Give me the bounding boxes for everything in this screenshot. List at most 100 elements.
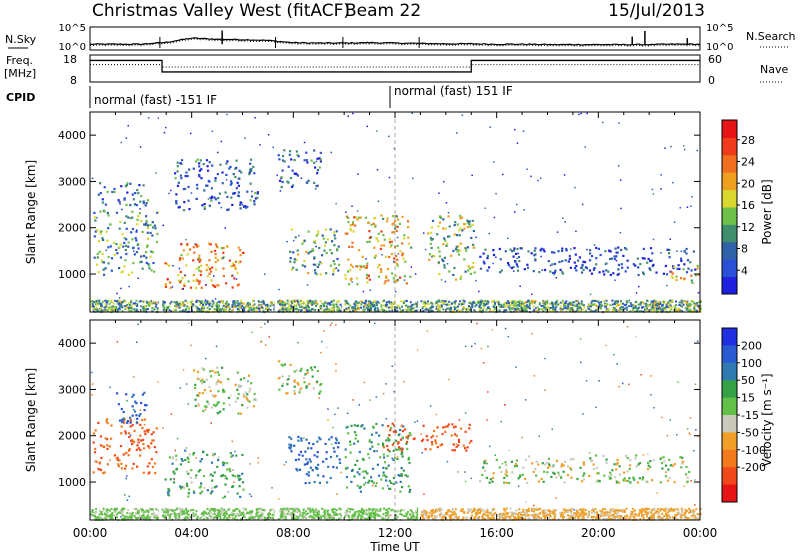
scatter-cell [93, 301, 96, 304]
scatter-cell [453, 224, 456, 227]
scatter-cell [345, 307, 348, 310]
scatter-cell [177, 516, 180, 519]
scatter-cell [233, 481, 235, 483]
scatter-cell [305, 181, 308, 184]
scatter-cell [473, 309, 476, 312]
scatter-cell [182, 309, 185, 312]
scatter-cell [604, 263, 607, 265]
scatter-cell [600, 303, 603, 306]
scatter-cell [248, 400, 251, 403]
scatter-cell [616, 462, 619, 465]
scatter-cell [147, 117, 150, 119]
scatter-cell [580, 310, 582, 313]
scatter-cell [554, 303, 557, 306]
scatter-cell [127, 454, 130, 457]
scatter-cell [455, 443, 457, 445]
scatter-cell [150, 442, 153, 445]
scatter-cell [280, 302, 283, 305]
scatter-cell [391, 231, 394, 234]
scatter-cell [195, 278, 198, 281]
scatter-cell [319, 151, 322, 154]
scatter-cell [235, 454, 238, 457]
scatter-cell [439, 221, 442, 224]
scatter-cell [336, 249, 339, 252]
scatter-cell [402, 237, 406, 240]
scatter-cell [385, 475, 388, 478]
scatter-cell [507, 262, 510, 265]
scatter-cell [242, 488, 245, 491]
scatter-cell [560, 463, 564, 466]
scatter-cell [526, 513, 529, 516]
scatter-cell [427, 232, 430, 235]
scatter-cell [475, 236, 477, 239]
scatter-cell [211, 266, 214, 269]
scatter-cell [442, 426, 445, 429]
scatter-cell [570, 476, 573, 479]
scatter-cell [387, 425, 390, 428]
scatter-cell [618, 473, 622, 476]
scatter-cell [120, 141, 123, 144]
scatter-cell [402, 302, 405, 305]
scatter-cell [146, 514, 149, 517]
scatter-cell [474, 342, 476, 345]
scatter-cell [179, 281, 182, 284]
scatter-cell [468, 301, 471, 304]
scatter-cell [307, 179, 310, 182]
scatter-cell [212, 454, 215, 457]
scatter-cell [391, 457, 393, 460]
scatter-cell [392, 261, 395, 263]
scatter-cell [124, 308, 127, 311]
scatter-cell [210, 250, 213, 253]
scatter-cell [598, 480, 601, 483]
scatter-cell [365, 266, 368, 269]
scatter-cell [214, 198, 217, 201]
scatter-cell [553, 310, 556, 313]
scatter-cell [344, 448, 347, 451]
scatter-cell [147, 445, 150, 448]
scatter-cell [175, 467, 179, 470]
scatter-cell [530, 252, 533, 255]
scatter-cell [588, 513, 590, 516]
scatter-cell [196, 371, 200, 374]
scatter-cell [230, 196, 233, 199]
scatter-cell [546, 301, 549, 304]
scatter-cell [516, 269, 520, 272]
scatter-cell [630, 510, 633, 513]
scatter-cell [132, 393, 135, 396]
scatter-cell [264, 273, 266, 275]
scatter-cell [383, 304, 385, 307]
scatter-cell [689, 302, 692, 305]
scatter-cell [148, 446, 151, 449]
scatter-cell [631, 510, 634, 513]
scatter-cell [325, 346, 328, 349]
scatter-cell [542, 480, 545, 483]
scatter-cell [599, 307, 602, 310]
scatter-cell [233, 192, 236, 195]
scatter-cell [494, 454, 496, 456]
scatter-cell [121, 233, 124, 236]
scatter-cell [492, 309, 495, 312]
scatter-cell [611, 469, 614, 472]
scatter-cell [230, 182, 233, 185]
scatter-cell [394, 227, 397, 230]
scatter-cell [344, 274, 347, 277]
scatter-cell [598, 271, 601, 274]
scatter-cell [695, 508, 698, 511]
scatter-cell [513, 270, 515, 272]
scatter-cell [245, 396, 248, 399]
scatter-cell [605, 461, 608, 464]
scatter-cell [626, 325, 629, 328]
scatter-cell [351, 281, 353, 283]
scatter-cell [446, 425, 449, 428]
scatter-cell [668, 248, 671, 251]
scatter-cell [608, 249, 611, 252]
scatter-cell [400, 486, 404, 489]
scatter-cell [429, 236, 432, 240]
scatter-cell [148, 471, 151, 474]
scatter-cell [668, 252, 671, 255]
scatter-cell [359, 216, 362, 219]
scatter-cell [665, 304, 668, 307]
scatter-cell [209, 370, 212, 373]
scatter-cell [676, 250, 678, 252]
scatter-cell [666, 479, 669, 482]
